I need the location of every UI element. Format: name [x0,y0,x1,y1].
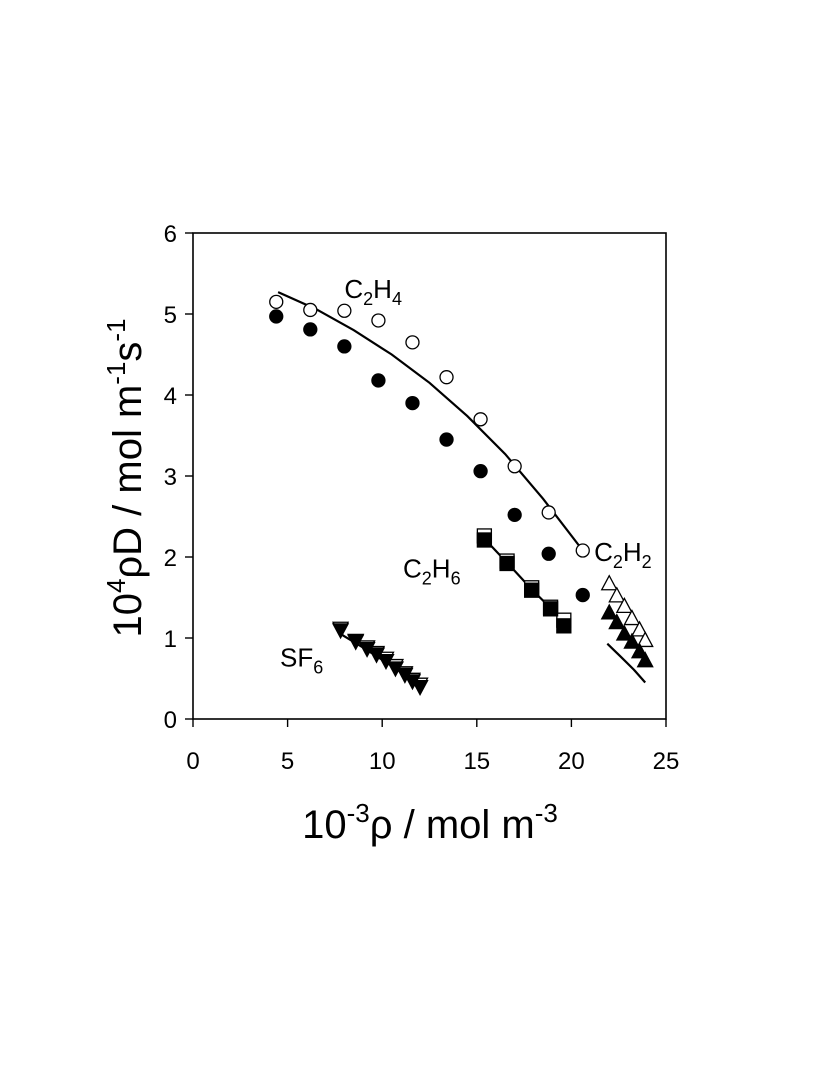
marker-c2h4-open-circle [541,505,556,520]
marker-c2h4-filled-circle [405,395,420,411]
data-markers [269,294,654,696]
marker-c2h6-filled-square [556,618,572,634]
series-label-c2h6: C2H6 [403,553,461,588]
marker-c2h4-open-circle [269,294,284,310]
y-tick-label: 0 [164,707,177,734]
label-subscript: 2 [613,552,623,572]
label-text: SF [280,642,313,672]
marker-c2h4-filled-circle [507,507,522,523]
marker-c2h2-filled-triangle-up [623,632,641,649]
marker-c2h2-filled-triangle-up [630,642,649,659]
label-subscript: 6 [451,568,461,588]
marker-c2h4-open-circle [507,459,522,474]
y-tick-label: 6 [164,221,177,248]
x-tick-label: 10 [369,748,396,775]
fit-line-c2h2 [606,642,647,684]
y-tick-label: 2 [164,545,177,572]
marker-c2h2-open-triangle-up [608,586,626,603]
x-tick-label: 25 [653,748,680,775]
label-subscript: 2 [642,552,652,572]
marker-c2h6-filled-square [524,582,540,598]
x-axis-title: 10-3ρ / mol m-3 [302,798,558,847]
marker-sf6-filled-triangle-down [411,679,429,696]
plot-area-frame [192,232,667,720]
label-text: H [373,274,392,304]
label-text: C [344,274,363,304]
marker-c2h2-open-triangle-up [636,631,654,648]
x-tick-label: 20 [558,748,585,775]
label-subscript: 2 [363,289,373,309]
y-axis: 0 1 2 3 4 5 6 [164,221,193,734]
marker-c2h2-open-triangle-up [615,597,633,614]
fit-line-c2h4 [277,291,584,552]
marker-c2h4-filled-circle [337,339,352,354]
label-subscript: 4 [392,289,402,309]
series-label-c2h4: C2H4 [344,274,402,309]
label-subscript: 2 [422,568,432,588]
x-tick-label: 15 [463,748,490,775]
label-text: H [623,537,642,567]
marker-c2h2-open-triangle-up [600,574,618,591]
marker-c2h4-open-circle [337,303,352,318]
y-tick-label: 3 [164,464,177,491]
label-text: C [403,553,422,583]
marker-c2h2-filled-triangle-up [600,603,618,620]
marker-c2h2-filled-triangle-up [608,613,626,630]
marker-c2h4-filled-circle [303,322,318,337]
marker-c2h4-filled-circle [371,373,386,388]
marker-c2h2-filled-triangle-up [615,624,633,641]
marker-c2h4-open-circle [303,302,318,318]
marker-c2h4-filled-circle [541,546,556,561]
marker-c2h2-filled-triangle-up [636,651,654,668]
x-tick-label: 0 [186,748,199,775]
marker-c2h2-open-triangle-up [630,620,649,637]
marker-c2h4-open-circle [371,313,386,328]
label-text: C [594,537,613,567]
marker-c2h6-filled-square [499,555,515,572]
marker-c2h4-open-circle [405,335,420,350]
marker-c2h2-open-triangle-up [623,609,641,626]
label-text: H [432,553,451,583]
y-tick-label: 4 [164,383,177,410]
marker-c2h4-open-circle [473,412,488,427]
marker-c2h4-filled-circle [269,309,284,324]
y-tick-label: 1 [164,626,177,653]
x-tick-label: 5 [281,748,294,775]
label-subscript: 6 [313,657,323,677]
series-label-c2h2: C2H2 [594,537,652,572]
series-label-sf6: SF6 [280,642,323,677]
marker-sf6-filled-triangle-down [331,623,350,640]
x-axis: 0 5 10 15 20 25 [186,719,679,775]
marker-c2h4-filled-circle [575,587,590,603]
y-axis-title: 104ρD / mol m-1s-1 [101,318,150,637]
y-tick-label: 5 [164,302,177,329]
marker-c2h6-filled-square [476,532,493,548]
marker-c2h4-open-circle [575,543,590,558]
marker-c2h6-filled-square [542,601,559,617]
marker-c2h4-filled-circle [473,463,488,479]
marker-c2h4-filled-circle [439,432,454,447]
marker-c2h4-open-circle [439,370,454,385]
